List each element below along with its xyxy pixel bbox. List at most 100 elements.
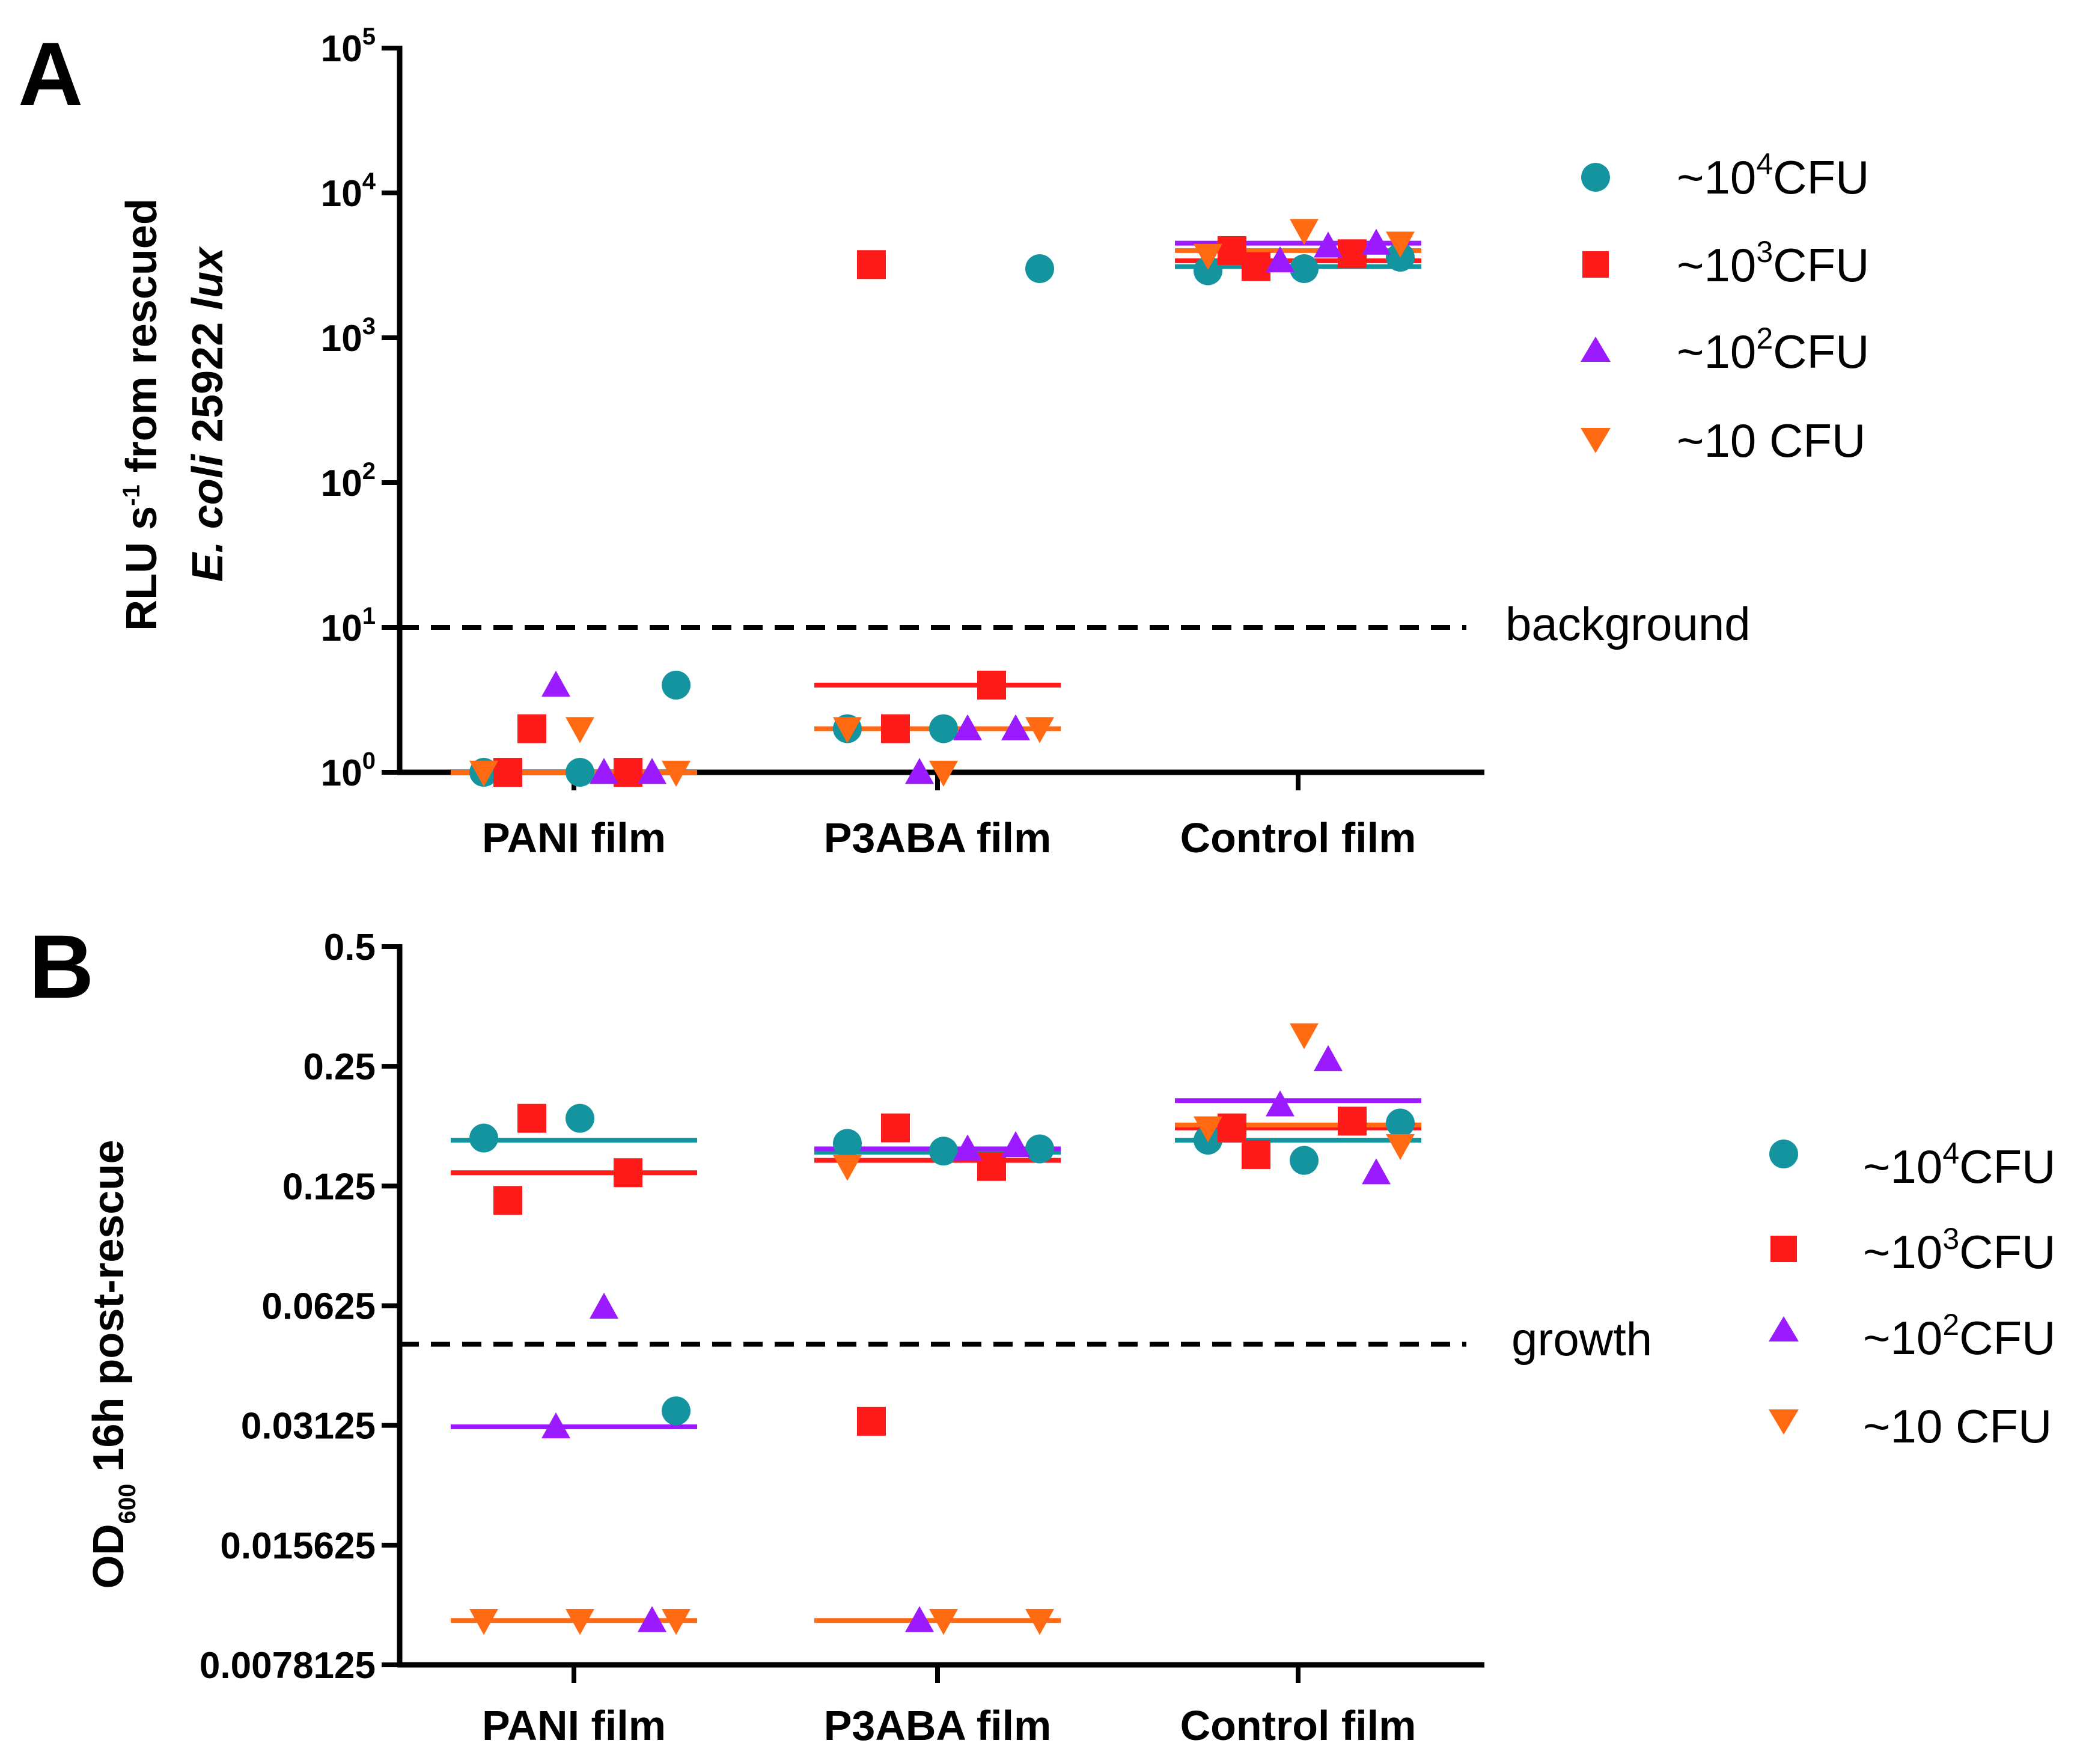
y-tick-label-a: 102 [321,458,376,504]
legend-b-marker-square [1770,1236,1797,1262]
panel-a-ylabel-line1: RLU s-1 from rescued [118,198,166,631]
panel-a-legend: ~104CFU ~103CFU ~102CFU ~10 CFU [1581,147,1869,467]
panel-a-plot: 100 101 102 103 104 105 PANI film P3ABA film Con… [321,23,1484,861]
data-point-b-0 [566,1103,594,1133]
data-point-b-0 [929,1137,958,1166]
data-point-b-0 [1025,1134,1054,1164]
y-tick-label-a: 105 [321,23,376,70]
data-point-a-2 [953,714,982,740]
legend-a-label-3: ~10 CFU [1677,414,1865,467]
data-point-b-2 [905,1606,934,1632]
x-category-label-b: P3ABA film [824,1702,1052,1749]
y-tick-label-a: 103 [321,313,376,359]
data-point-b-2 [1001,1131,1030,1158]
data-point-a-1 [881,714,910,743]
data-point-b-0 [833,1129,862,1158]
y-tick-label-a: 104 [321,168,376,215]
data-point-b-2 [953,1134,982,1161]
legend-b-entry-1: ~103CFU [1770,1222,2055,1278]
data-point-a-0 [662,670,691,700]
data-point-a-3 [1194,243,1222,270]
legend-b-marker-circle [1769,1140,1798,1168]
data-point-a-1 [977,670,1006,700]
data-point-a-2 [1362,228,1391,255]
data-point-b-1 [857,1406,886,1436]
data-point-b-2 [638,1606,666,1632]
data-point-a-0 [929,714,958,743]
legend-a-entry-2: ~102CFU [1581,322,1869,378]
data-point-b-3 [469,1609,498,1635]
legend-b-entry-3: ~10 CFU [1769,1400,2052,1453]
y-tick-label-b: 0.015625 [220,1525,376,1567]
y-tick-label-b: 0.0078125 [200,1645,376,1686]
x-category-label-a: Control film [1180,814,1416,861]
data-point-b-3 [566,1609,594,1635]
x-category-label-a: PANI film [482,814,666,861]
legend-a-entry-3: ~10 CFU [1581,414,1865,467]
data-point-a-0 [566,758,594,787]
data-point-b-1 [493,1186,522,1215]
data-point-a-3 [469,760,498,787]
data-point-a-0 [1290,254,1319,284]
data-point-b-3 [929,1609,958,1635]
legend-b-marker-triangle-down [1769,1409,1799,1435]
x-category-label-b: PANI film [482,1702,666,1749]
y-tick-label-b: 0.0625 [261,1286,376,1328]
panel-a-background-label: background [1505,597,1751,650]
legend-a-marker-triangle-down [1581,428,1611,453]
data-point-b-2 [541,1412,570,1439]
data-point-b-0 [1290,1146,1319,1175]
panel-b-legend: ~104CFU ~103CFU ~102CFU ~10 CFU [1769,1137,2055,1453]
data-point-b-3 [833,1155,862,1181]
legend-b-marker-triangle-up [1769,1316,1799,1341]
panel-b-growth-label: growth [1511,1313,1652,1366]
data-point-a-3 [1386,231,1415,258]
data-point-b-0 [662,1396,691,1426]
legend-b-entry-0: ~104CFU [1769,1137,2055,1193]
data-point-b-3 [662,1609,691,1635]
panel-a-letter: A [18,23,83,124]
data-point-a-2 [541,670,570,697]
legend-a-marker-circle [1581,163,1610,192]
data-point-b-1 [881,1113,910,1143]
data-point-b-1 [614,1158,642,1188]
legend-a-entry-0: ~104CFU [1581,147,1869,204]
data-point-a-0 [1194,256,1222,285]
legend-b-label-1: ~103CFU [1863,1222,2055,1278]
data-point-a-1 [857,250,886,279]
legend-b-label-2: ~102CFU [1863,1308,2055,1364]
panel-b-ylabel: OD600 16h post-rescue [85,1140,141,1589]
data-point-b-1 [1338,1106,1367,1136]
data-point-a-3 [566,717,594,743]
data-point-a-2 [590,758,618,784]
legend-a-entry-1: ~103CFU [1582,235,1869,291]
data-point-a-3 [1025,717,1054,743]
data-point-b-1 [517,1103,546,1133]
panel-a-ylabel-line2: E. coli 25922 lux [184,246,232,582]
data-point-b-0 [469,1123,498,1153]
x-category-label-a: P3ABA film [824,814,1052,861]
data-point-b-1 [1242,1140,1270,1169]
data-point-a-3 [662,760,691,787]
data-point-a-1 [1338,239,1367,269]
data-point-b-2 [1314,1045,1343,1072]
legend-a-label-2: ~102CFU [1677,322,1869,378]
data-point-b-3 [1025,1609,1054,1635]
panel-b-plot: 0.0078125 0.015625 0.03125 0.0625 0.125 0.25 0… [200,927,1484,1749]
x-category-label-b: Control film [1180,1702,1416,1749]
legend-a-marker-square [1582,251,1609,278]
data-point-a-2 [1266,246,1295,273]
data-point-a-2 [905,758,934,784]
data-point-a-3 [929,760,958,787]
legend-b-entry-2: ~102CFU [1769,1308,2055,1364]
data-point-a-3 [1290,219,1319,245]
data-point-b-2 [1362,1158,1391,1185]
legend-a-marker-triangle-up [1581,337,1611,362]
data-point-a-0 [1025,254,1054,284]
data-point-b-3 [1194,1116,1222,1143]
data-point-a-2 [1314,231,1343,258]
data-point-b-3 [1386,1134,1415,1161]
data-point-b-0 [1386,1108,1415,1138]
y-tick-label-b: 0.25 [303,1046,376,1088]
